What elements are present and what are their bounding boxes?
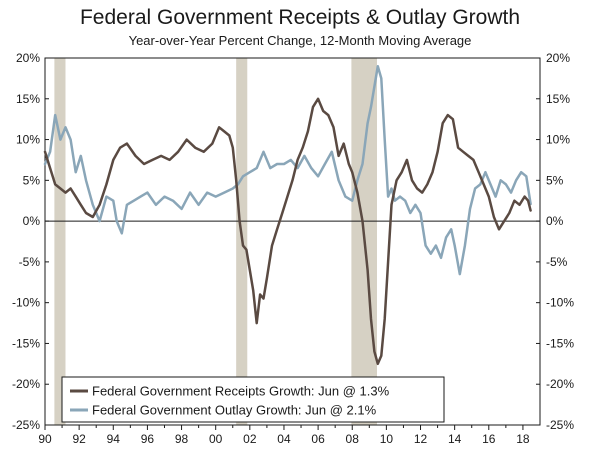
y-tick-label-right: 20% (546, 51, 570, 65)
y-tick-label-right: -25% (546, 418, 574, 432)
y-tick-label-left: -25% (12, 418, 40, 432)
x-tick-label: 06 (311, 432, 325, 446)
x-tick-label: 10 (380, 432, 394, 446)
y-tick-label-left: -5% (19, 255, 41, 269)
y-tick-label-right: -5% (546, 255, 568, 269)
y-tick-label-left: -20% (12, 377, 40, 391)
y-tick-label-left: -10% (12, 296, 40, 310)
legend-label: Federal Government Outlay Growth: Jun @ … (92, 403, 377, 418)
x-tick-label: 00 (209, 432, 223, 446)
y-tick-label-right: 5% (546, 173, 564, 187)
recession-band (54, 58, 66, 425)
y-tick-label-right: -20% (546, 377, 574, 391)
y-tick-label-left: 10% (16, 133, 40, 147)
x-tick-label: 04 (277, 432, 291, 446)
plot-frame (44, 57, 541, 426)
x-tick-label: 96 (141, 432, 155, 446)
y-tick-label-right: 10% (546, 133, 570, 147)
y-tick-label-left: 0% (23, 214, 41, 228)
x-tick-label: 18 (516, 432, 530, 446)
x-tick-label: 14 (448, 432, 462, 446)
y-tick-label-left: 5% (23, 173, 41, 187)
x-tick-label: 16 (482, 432, 496, 446)
x-tick-label: 94 (107, 432, 121, 446)
x-tick-label: 98 (175, 432, 189, 446)
x-tick-label: 08 (346, 432, 360, 446)
y-tick-label-left: 20% (16, 51, 40, 65)
x-tick-label: 90 (38, 432, 52, 446)
outlay-growth-line (43, 64, 532, 276)
y-tick-label-right: -10% (546, 296, 574, 310)
y-tick-label-left: -15% (12, 336, 40, 350)
y-tick-label-right: -15% (546, 336, 574, 350)
legend-label: Federal Government Receipts Growth: Jun … (92, 384, 390, 399)
y-tick-label-right: 15% (546, 92, 570, 106)
chart-subtitle: Year-over-Year Percent Change, 12-Month … (128, 33, 472, 48)
x-tick-label: 92 (72, 432, 86, 446)
y-tick-label-right: 0% (546, 214, 564, 228)
legend-box (61, 376, 445, 423)
chart-title: Federal Government Receipts & Outlay Gro… (79, 6, 520, 29)
x-tick-label: 02 (243, 432, 257, 446)
receipts-growth-line (43, 97, 532, 366)
y-tick-label-left: 15% (16, 92, 40, 106)
x-tick-label: 12 (414, 432, 428, 446)
